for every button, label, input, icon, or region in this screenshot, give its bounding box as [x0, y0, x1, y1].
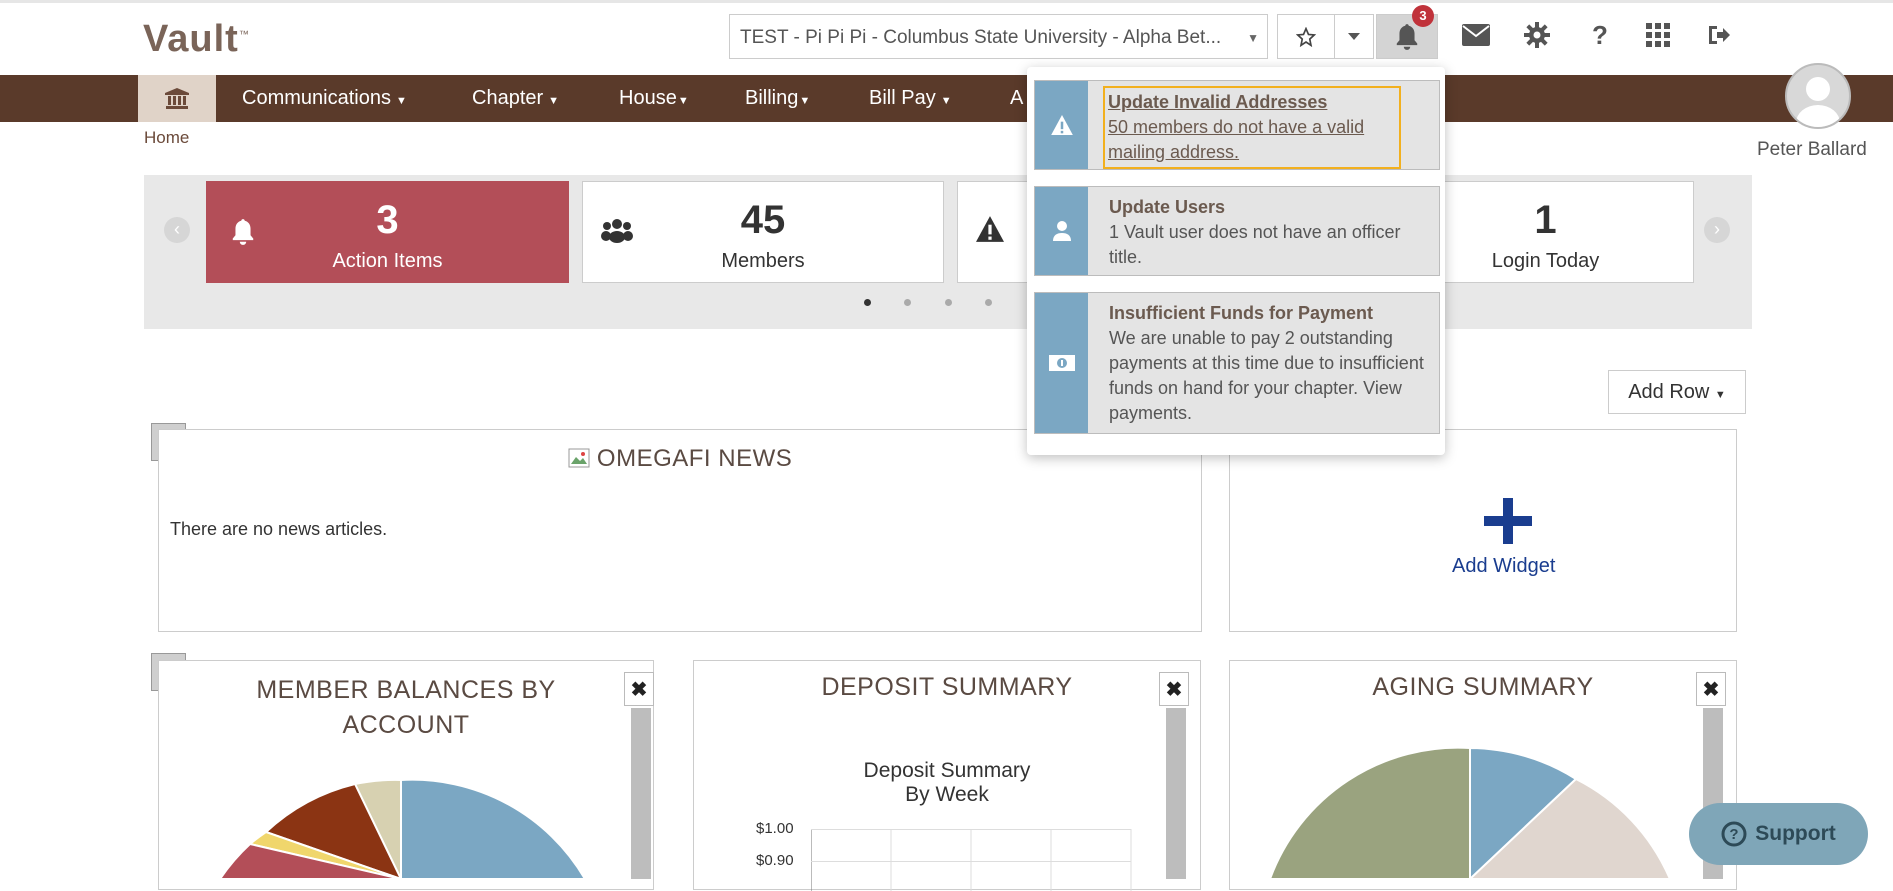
- support-label: Support: [1755, 822, 1836, 845]
- nav-communications[interactable]: Communications ▼: [242, 87, 407, 109]
- widget-scrollbar[interactable]: [631, 708, 651, 879]
- widget-title: MEMBER BALANCES BY: [256, 676, 556, 704]
- notification-count-badge: 3: [1412, 5, 1434, 27]
- notification-body: 1 Vault user does not have an officer ti…: [1109, 222, 1401, 267]
- chapter-select[interactable]: TEST - Pi Pi Pi - Columbus State Univers…: [729, 14, 1268, 59]
- stat-login-today[interactable]: 1 Login Today: [1418, 181, 1694, 283]
- carousel-dot[interactable]: [904, 299, 911, 306]
- deposit-chart-grid: [811, 829, 1132, 891]
- stat-action-items[interactable]: 3 Action Items: [206, 181, 569, 283]
- widget-title: AGING SUMMARY: [1372, 673, 1594, 701]
- chevron-down-icon: ▼: [1247, 31, 1259, 45]
- notification-item[interactable]: Insufficient Funds for Payment We are un…: [1034, 292, 1440, 434]
- nav-chapter[interactable]: Chapter ▼: [472, 87, 560, 109]
- nav-more[interactable]: A: [1010, 87, 1024, 109]
- gear-icon[interactable]: [1517, 15, 1557, 55]
- warning-icon: [976, 216, 1004, 242]
- news-title: OMEGAFI NEWS: [596, 445, 793, 472]
- nav-home-button[interactable]: [138, 75, 216, 122]
- notification-item[interactable]: Update Invalid Addresses 50 members do n…: [1034, 80, 1440, 170]
- widget-scrollbar[interactable]: [1166, 708, 1186, 879]
- chapter-select-value: TEST - Pi Pi Pi - Columbus State Univers…: [740, 27, 1222, 48]
- notification-title[interactable]: Update Invalid Addresses: [1108, 92, 1328, 112]
- carousel-prev-button[interactable]: ‹: [164, 217, 190, 243]
- breadcrumb-home[interactable]: Home: [144, 128, 190, 147]
- notification-body: We are unable to pay 2 outstanding payme…: [1109, 328, 1424, 423]
- add-widget-label[interactable]: Add Widget: [1452, 555, 1556, 577]
- logout-icon[interactable]: [1699, 15, 1739, 55]
- chart-title: Deposit Summary: [863, 759, 1031, 782]
- caret-down-icon: [1348, 32, 1360, 40]
- notification-body[interactable]: 50 members do not have a valid mailing a…: [1108, 117, 1365, 162]
- notification-title: Insufficient Funds for Payment: [1109, 303, 1374, 323]
- close-widget-button[interactable]: ✖: [1159, 672, 1189, 706]
- aging-summary-pie-chart: [1270, 748, 1672, 879]
- carousel-dot[interactable]: [985, 299, 992, 306]
- favorites-dropdown-button[interactable]: [1334, 14, 1374, 59]
- help-circle-icon: ?: [1721, 821, 1747, 847]
- carousel-next-button[interactable]: ›: [1704, 217, 1730, 243]
- add-row-button[interactable]: Add Row ▼: [1608, 370, 1746, 414]
- deposit-summary-widget: DEPOSIT SUMMARY Deposit Summary By Week …: [693, 660, 1201, 891]
- nav-house[interactable]: House▼: [619, 87, 689, 109]
- stat-label: Login Today: [1491, 250, 1600, 272]
- stat-value: 45: [740, 198, 786, 242]
- notifications-dropdown: Update Invalid Addresses 50 members do n…: [1027, 67, 1445, 455]
- notification-title: Update Users: [1109, 197, 1226, 217]
- user-name[interactable]: Peter Ballard: [1757, 139, 1867, 160]
- close-widget-button[interactable]: ✖: [1696, 672, 1726, 706]
- star-icon: [1296, 26, 1316, 47]
- stat-label: Members: [721, 250, 805, 272]
- y-axis-tick: $0.90: [756, 852, 794, 869]
- carousel-dot[interactable]: [945, 299, 952, 306]
- stat-label: Action Items: [332, 250, 443, 272]
- user-icon: [1052, 221, 1071, 241]
- carousel-dot[interactable]: [864, 299, 871, 306]
- broken-image-icon: [568, 448, 590, 468]
- bell-icon: [1396, 23, 1418, 50]
- help-icon[interactable]: ?: [1592, 19, 1608, 50]
- nav-bill-pay[interactable]: Bill Pay ▼: [869, 87, 952, 109]
- warning-icon: [1050, 115, 1073, 135]
- stat-value: 1: [1534, 198, 1557, 242]
- y-axis-tick: $1.00: [756, 820, 794, 837]
- close-widget-button[interactable]: ✖: [624, 672, 654, 706]
- apps-grid-icon[interactable]: [1638, 15, 1678, 55]
- favorite-button[interactable]: [1277, 14, 1335, 59]
- news-widget: OMEGAFI NEWS: [158, 429, 1202, 632]
- add-widget-panel[interactable]: [1229, 429, 1737, 632]
- plus-icon[interactable]: [1484, 498, 1532, 544]
- support-button[interactable]: ? Support: [1689, 803, 1868, 865]
- users-icon: [601, 219, 633, 243]
- user-silhouette-icon: [1796, 77, 1840, 127]
- vault-logo[interactable]: Vault™: [143, 18, 250, 60]
- widget-title: DEPOSIT SUMMARY: [821, 673, 1073, 701]
- institution-icon: [165, 87, 189, 109]
- main-nav: [0, 75, 1893, 122]
- stat-value: 3: [376, 198, 399, 242]
- notification-item[interactable]: Update Users 1 Vault user does not have …: [1034, 186, 1440, 276]
- mail-icon[interactable]: [1456, 15, 1496, 55]
- top-border: [0, 0, 1893, 3]
- news-empty-text: There are no news articles.: [170, 519, 388, 539]
- bell-icon: [232, 219, 254, 245]
- nav-billing[interactable]: Billing▼: [745, 87, 811, 109]
- money-icon: [1048, 355, 1075, 371]
- avatar[interactable]: [1785, 63, 1851, 129]
- svg-text:?: ?: [1730, 826, 1739, 843]
- member-balances-pie-chart: [218, 780, 587, 879]
- stat-members[interactable]: 45 Members: [582, 181, 944, 283]
